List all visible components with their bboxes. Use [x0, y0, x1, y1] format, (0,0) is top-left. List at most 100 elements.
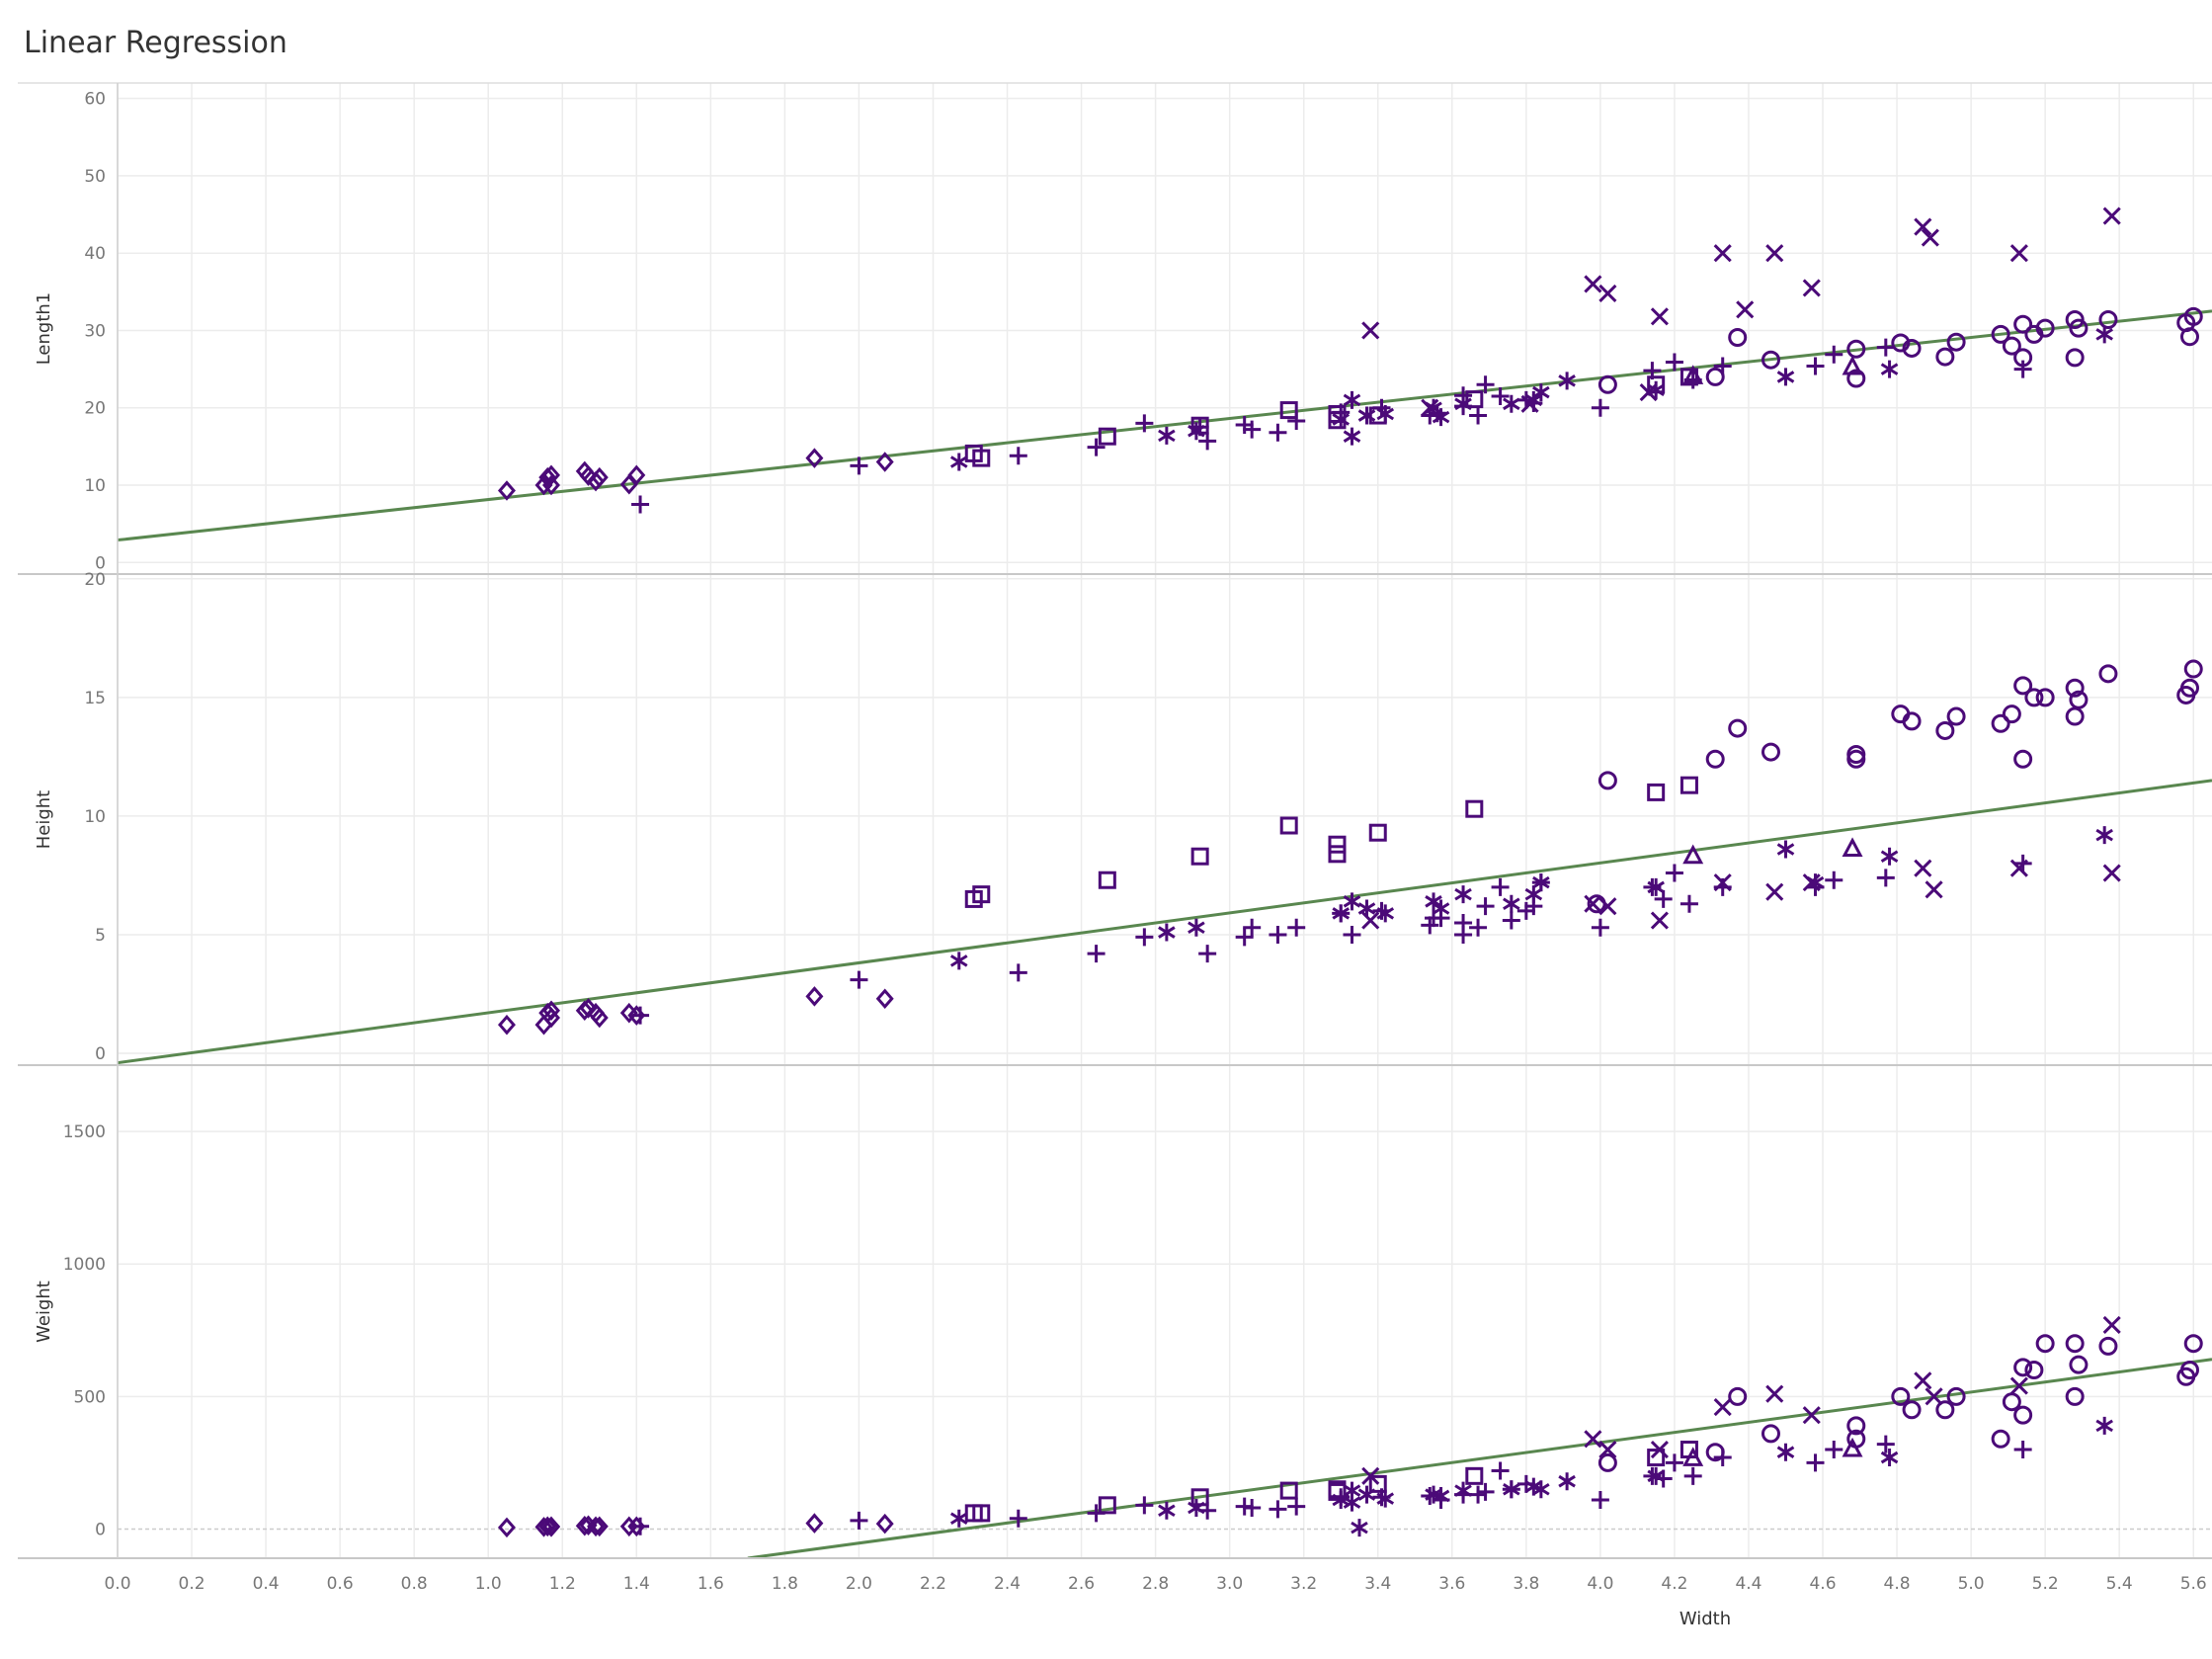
data-point-circle — [1598, 771, 1617, 790]
data-point-asterisk — [1532, 1480, 1550, 1499]
data-point-asterisk — [1357, 406, 1376, 425]
data-point-plus — [1665, 1453, 1683, 1472]
x-tick-label: 1.2 — [549, 1574, 576, 1594]
data-point-square — [1465, 390, 1484, 409]
y-tick-label: 1500 — [63, 1122, 106, 1142]
data-point-circle — [2002, 1392, 2021, 1412]
data-point-cross — [1520, 394, 1539, 413]
data-point-cross — [1598, 897, 1617, 916]
data-point-diamond — [875, 988, 894, 1010]
data-point-asterisk — [1158, 1501, 1176, 1520]
data-point-circle — [1728, 328, 1748, 348]
data-point-square — [1328, 1482, 1347, 1501]
data-point-square — [1465, 799, 1484, 818]
data-point-asterisk — [949, 1509, 968, 1528]
data-point-plus — [1679, 894, 1698, 913]
data-point-cross — [1914, 1371, 1932, 1390]
data-point-triangle — [1682, 1447, 1704, 1466]
data-point-square — [1279, 816, 1298, 835]
data-point-circle — [2179, 678, 2199, 698]
data-point-circle — [2065, 348, 2085, 368]
data-point-plus — [1825, 871, 1843, 889]
data-point-plus — [1876, 1435, 1895, 1453]
data-point-plus — [1243, 420, 1262, 439]
data-point-asterisk — [1532, 383, 1550, 402]
data-point-square — [1647, 783, 1666, 801]
y-tick-label: 60 — [84, 90, 106, 110]
data-point-asterisk — [949, 952, 968, 970]
data-point-circle — [2069, 1355, 2089, 1374]
data-point-circle — [1946, 332, 1966, 352]
y-axis-label: Weight — [34, 1281, 54, 1343]
points — [497, 1315, 2203, 1538]
data-point-square — [1328, 845, 1347, 864]
data-point-asterisk — [2095, 325, 2113, 344]
data-point-plus — [1806, 1453, 1825, 1472]
data-point-cross — [1639, 383, 1658, 402]
data-point-cross — [1914, 859, 1932, 877]
data-point-plus — [631, 1517, 650, 1535]
data-point-plus — [1287, 918, 1306, 937]
data-point-plus — [1476, 897, 1495, 916]
data-point-circle — [1705, 749, 1725, 769]
data-point-diamond — [590, 466, 609, 488]
data-point-plus — [1469, 1485, 1488, 1504]
data-point-square — [1190, 847, 1209, 866]
x-tick-label: 0.0 — [104, 1574, 130, 1594]
data-point-asterisk — [1158, 923, 1176, 942]
data-point-square — [972, 885, 991, 904]
data-point-diamond — [497, 1517, 516, 1538]
x-tick-label: 3.8 — [1513, 1574, 1539, 1594]
data-point-plus — [1469, 918, 1488, 937]
chart-title: Linear Regression — [24, 26, 287, 60]
data-point-circle — [2183, 306, 2203, 326]
data-point-asterisk — [1432, 1486, 1450, 1505]
data-point-plus — [850, 970, 868, 989]
data-point-circle — [1728, 718, 1748, 738]
data-point-circle — [1846, 1416, 1866, 1436]
data-point-diamond — [542, 1517, 561, 1537]
x-tick-label: 1.6 — [697, 1574, 724, 1594]
data-point-circle — [1935, 347, 1955, 367]
data-point-plus — [850, 456, 868, 475]
data-point-cross — [1650, 1440, 1669, 1459]
data-point-diamond — [579, 465, 598, 486]
data-point-diamond — [542, 464, 561, 486]
data-point-asterisk — [1158, 426, 1176, 445]
x-tick-label: 0.8 — [401, 1574, 428, 1594]
data-point-circle — [1587, 894, 1606, 914]
data-point-asterisk — [1425, 892, 1442, 911]
data-point-plus — [1454, 925, 1473, 944]
x-tick-label: 4.2 — [1661, 1574, 1687, 1594]
y-tick-label: 30 — [84, 321, 106, 341]
data-point-diamond — [805, 448, 824, 468]
data-point-circle — [2179, 327, 2199, 347]
data-point-diamond — [542, 1000, 561, 1022]
data-point-cross — [1650, 307, 1669, 326]
trend-line — [118, 779, 2212, 1065]
data-point-diamond — [590, 1516, 609, 1537]
data-point-asterisk — [1357, 899, 1376, 918]
data-point-triangle — [1842, 355, 1863, 375]
data-point-plus — [1491, 386, 1510, 405]
data-point-cross — [1361, 911, 1380, 930]
x-tick-label: 3.2 — [1290, 1574, 1317, 1594]
data-point-plus — [1269, 423, 1287, 442]
data-point-cross — [1914, 217, 1932, 236]
y-tick-label: 0 — [95, 553, 106, 573]
data-point-asterisk — [1532, 873, 1550, 892]
data-point-cross — [2009, 244, 2028, 263]
data-point-square — [1647, 375, 1666, 394]
data-point-asterisk — [1524, 885, 1543, 904]
data-point-asterisk — [1343, 390, 1361, 409]
data-point-circle — [1761, 350, 1780, 370]
data-point-plus — [1825, 345, 1843, 364]
data-point-circle — [1846, 1429, 1866, 1449]
data-point-circle — [2035, 318, 2055, 338]
data-point-plus — [1665, 864, 1683, 882]
data-point-circle — [2098, 1336, 2118, 1356]
data-point-diamond — [542, 1007, 561, 1029]
y-tick-label: 0 — [95, 1044, 106, 1064]
data-point-plus — [1087, 438, 1106, 456]
data-point-square — [1647, 1449, 1666, 1467]
